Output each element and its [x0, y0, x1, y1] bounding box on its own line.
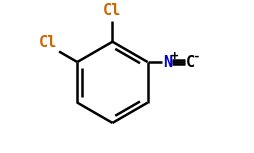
Text: N: N [162, 54, 171, 69]
Text: Cl: Cl [39, 35, 57, 50]
Text: C: C [185, 54, 194, 69]
Text: -: - [192, 50, 199, 63]
Text: +: + [170, 50, 178, 63]
Text: Cl: Cl [103, 3, 121, 18]
